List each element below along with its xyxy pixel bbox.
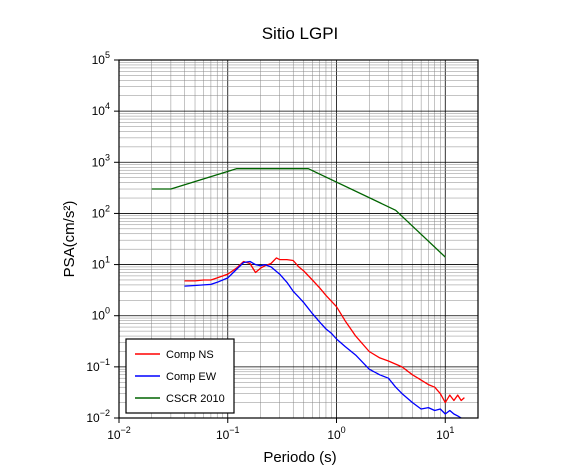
y-tick-label: 104 [92,101,110,118]
legend: Comp NS Comp EW CSCR 2010 [125,338,235,414]
legend-label-comp-ns: Comp NS [166,349,214,361]
y-tick-label: 101 [92,255,110,272]
y-axis-label: PSA(cm/s²) [61,201,78,278]
x-tick-label: 101 [436,425,454,442]
legend-label-cscr-2010: CSCR 2010 [166,393,225,405]
series-line-cscr-2010 [151,168,446,258]
y-tick-label: 10−1 [86,357,110,374]
grid [118,59,479,419]
x-axis-label: Periodo (s) [263,449,336,466]
series-line-comp-ew [184,260,462,419]
chart-title: Sitio LGPI [262,24,339,43]
x-tick-label: 100 [327,425,345,442]
plot-frame [118,59,479,419]
y-tick-label: 105 [92,50,110,67]
y-tick-label: 102 [92,203,110,220]
legend-label-comp-ew: Comp EW [166,371,217,383]
y-tick-label: 103 [92,152,110,169]
series-line-comp-ns [184,257,465,404]
y-tick-label: 10−2 [86,408,110,425]
y-tick-label: 100 [92,306,110,323]
x-tick-label: 10−1 [216,425,240,442]
series-lines [151,168,465,419]
x-tick-label: 10−2 [107,425,131,442]
